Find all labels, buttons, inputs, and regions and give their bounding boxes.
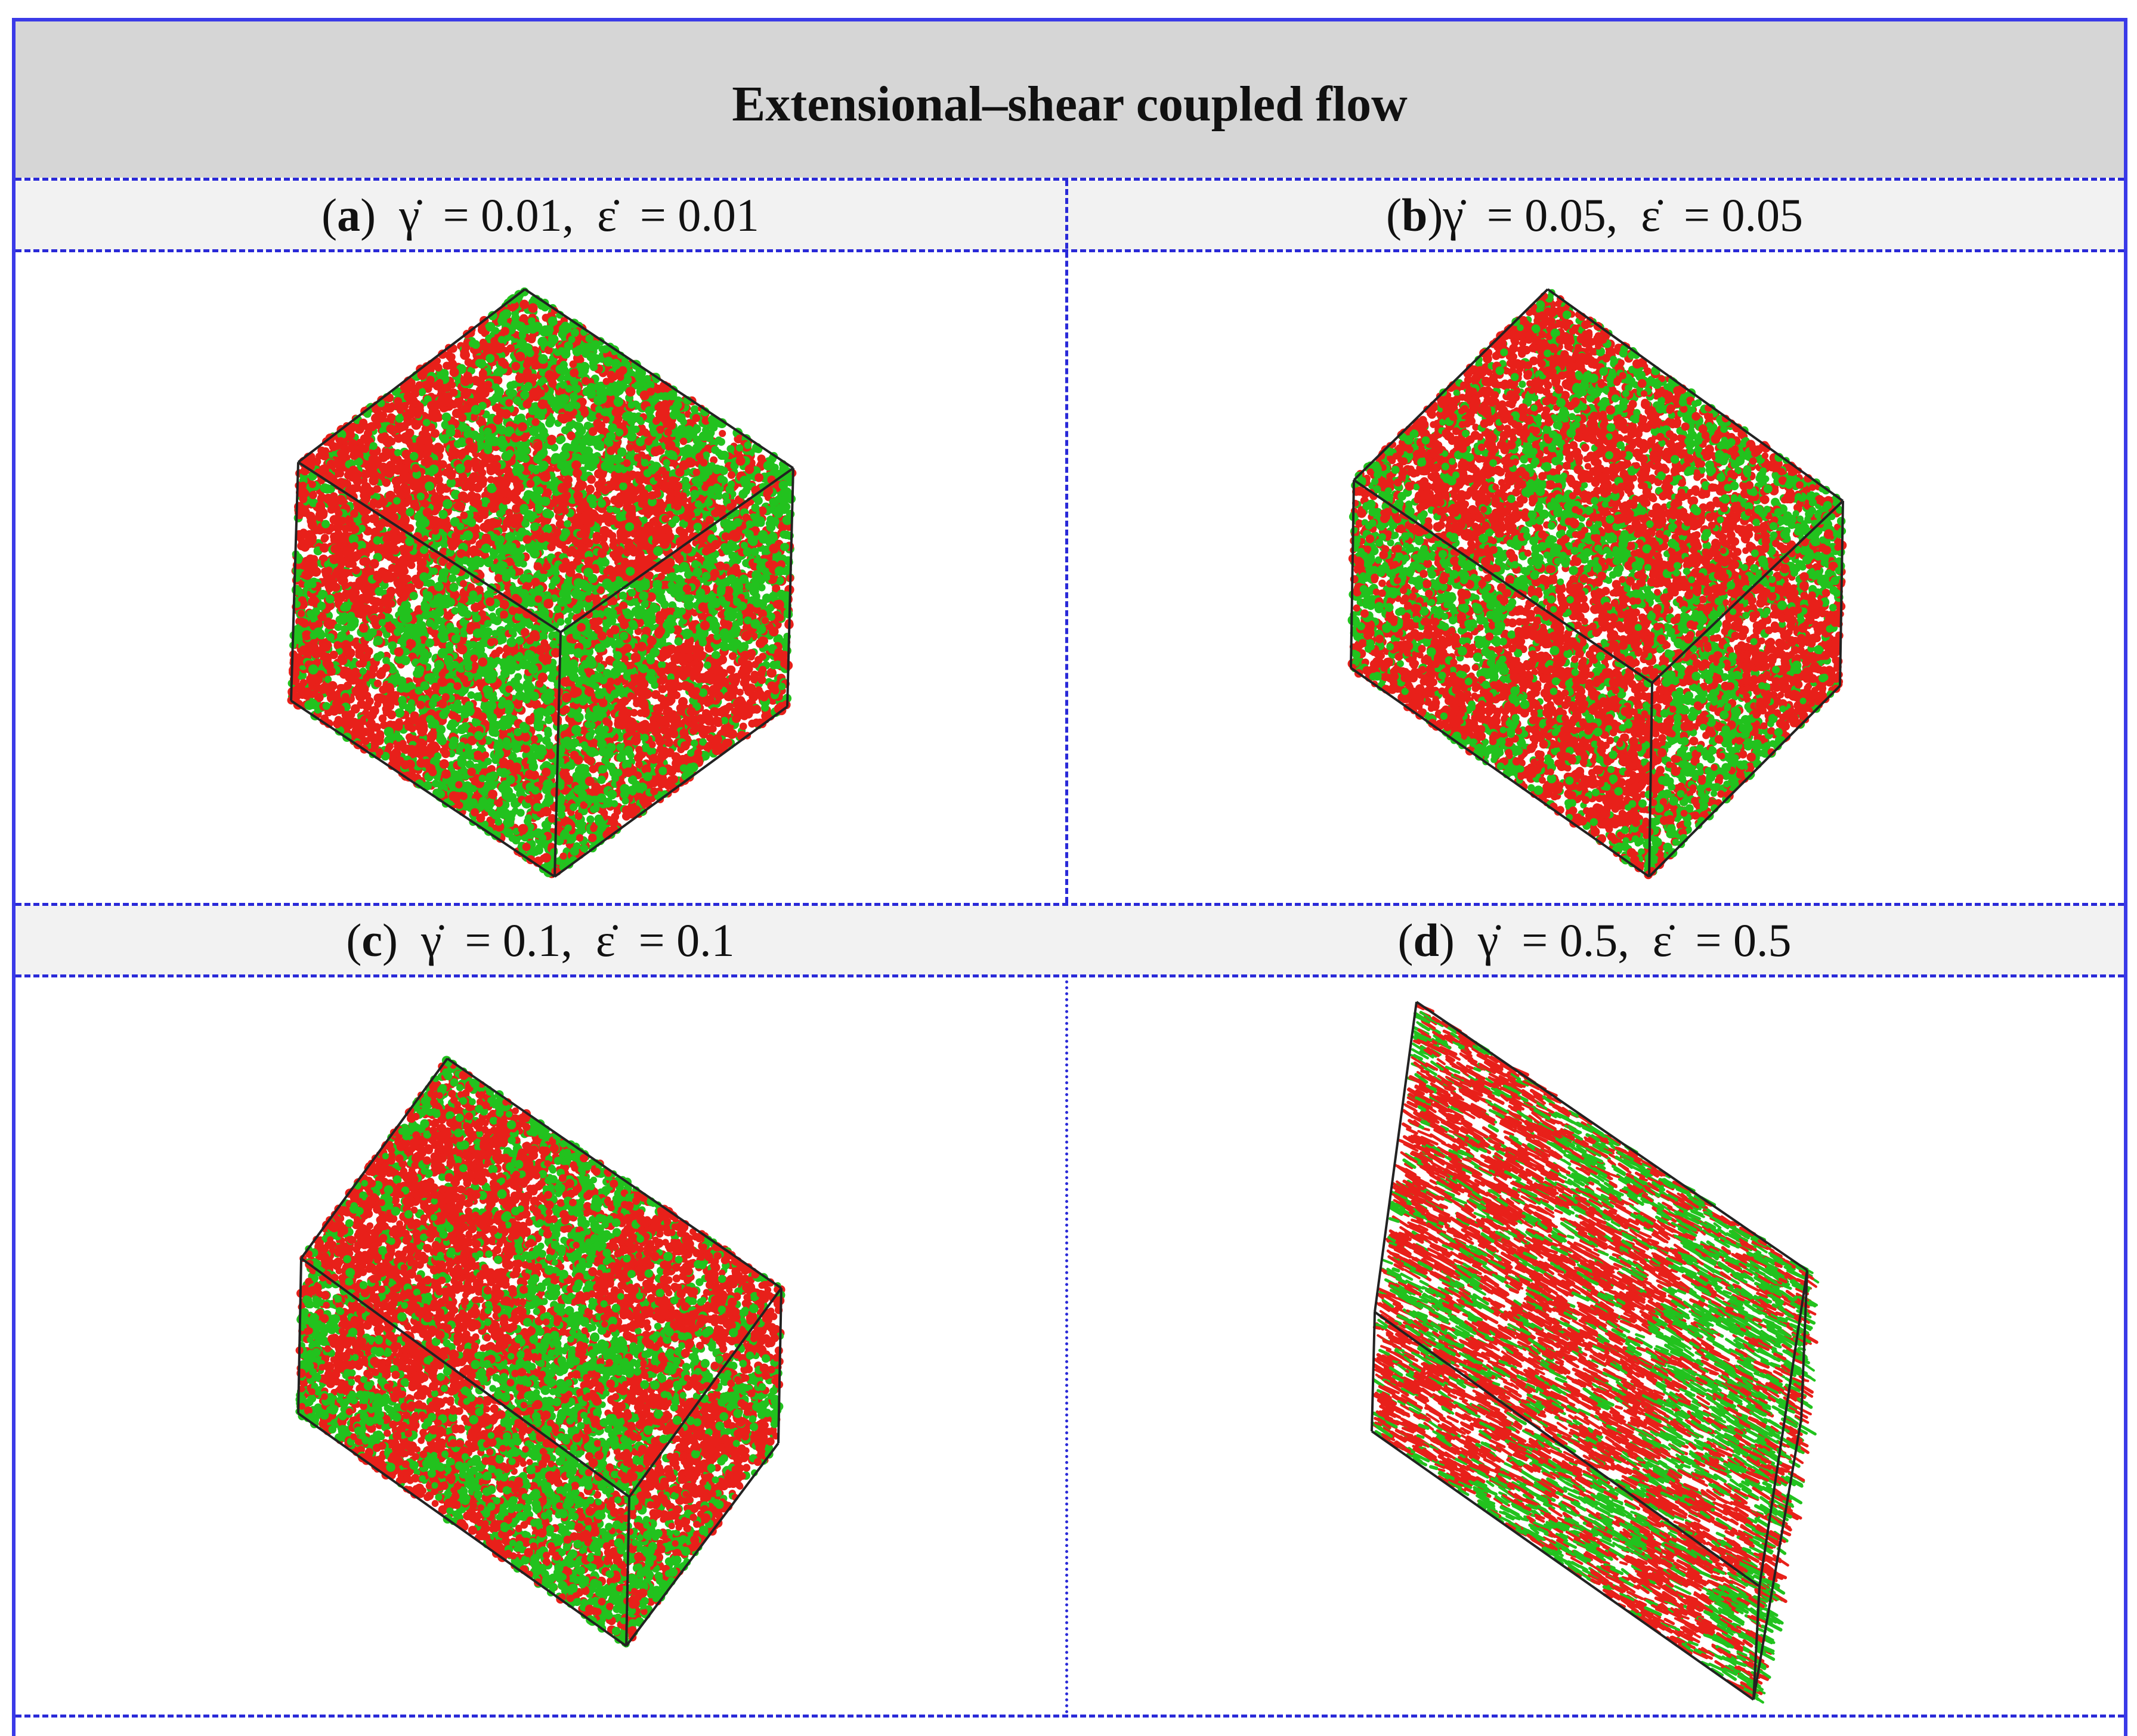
frame-border-top: [12, 18, 2127, 21]
title-band: Extensional–shear coupled flow: [16, 21, 2124, 178]
divider-h-2: [16, 249, 2124, 252]
divider-h-1: [16, 178, 2124, 181]
box-edges: [1350, 288, 1844, 878]
panel-a-letter: a: [337, 188, 360, 242]
panel-a-simulation-box: [287, 287, 797, 878]
divider-v-top: [1065, 180, 1068, 903]
panel-a-label: (a) γ̇ = 0.01, ε̇ = 0.01: [16, 180, 1065, 250]
panel-b-letter: b: [1402, 188, 1427, 242]
panel-c-letter: c: [361, 914, 382, 967]
panel-d-simulation-box: [1371, 1001, 1820, 1704]
bead-cloud: [1371, 1002, 1820, 1704]
panel-c-label: (c) γ̇ = 0.1, ε̇ = 0.1: [16, 905, 1065, 976]
panel-d-letter: d: [1413, 914, 1439, 967]
figure-title: Extensional–shear coupled flow: [16, 21, 2124, 178]
label-band-bottom: [16, 905, 2124, 976]
divider-h-4: [16, 974, 2124, 977]
divider-h-5: [16, 1715, 2124, 1718]
bead-cloud: [295, 1056, 785, 1648]
bead-cloud: [1347, 289, 1847, 880]
box-edges: [297, 1057, 783, 1647]
frame-border-left: [12, 18, 16, 1736]
panel-b-label: (b) γ̇ = 0.05, ε̇ = 0.05: [1065, 180, 2124, 250]
bead-cloud: [287, 287, 797, 878]
divider-v-bottom: [1065, 974, 1068, 1714]
panel-b-simulation-box: [1347, 288, 1847, 880]
label-band-top: [16, 180, 2124, 250]
box-edges: [290, 288, 794, 878]
frame-border-right: [2124, 18, 2127, 1736]
box-edges: [1371, 1001, 1808, 1701]
divider-h-3: [16, 903, 2124, 906]
panel-d-label: (d) γ̇ = 0.5, ε̇ = 0.5: [1065, 905, 2124, 976]
panel-c-simulation-box: [295, 1056, 785, 1648]
